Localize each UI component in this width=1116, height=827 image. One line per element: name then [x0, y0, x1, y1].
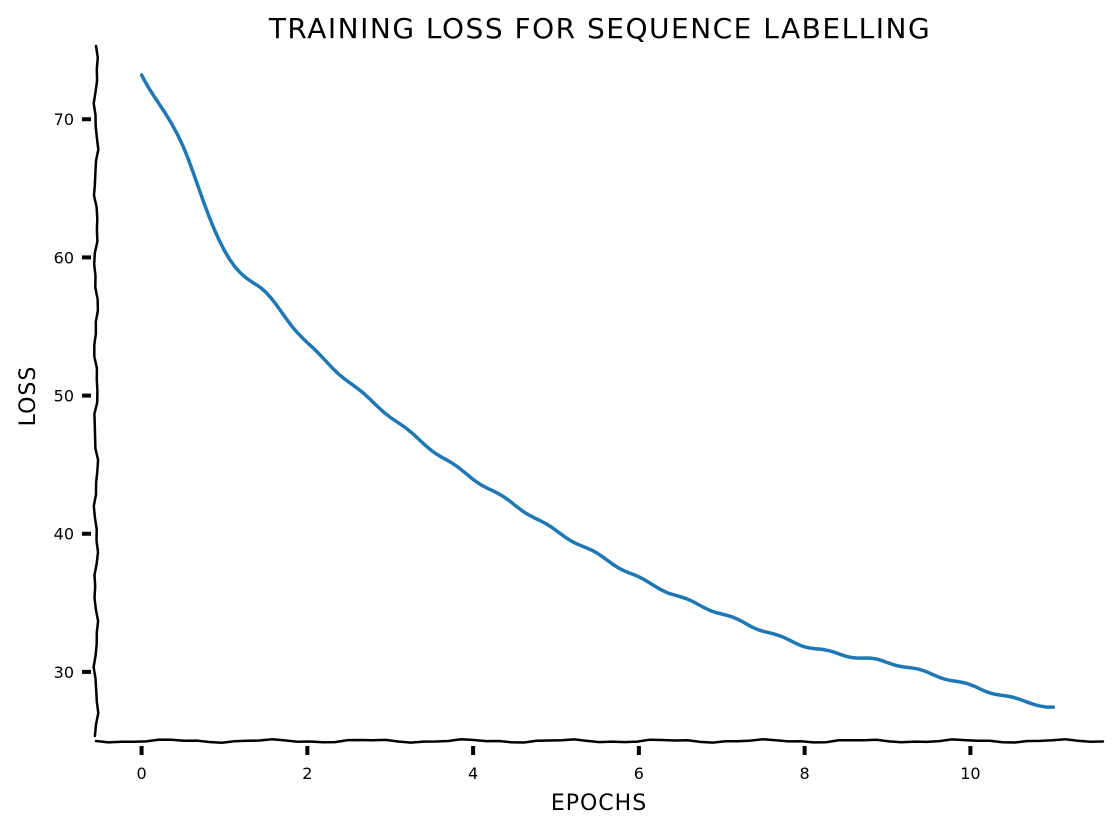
loss-series-line: [139, 73, 1056, 709]
x-tick-label: 10: [960, 764, 980, 783]
y-tick-label: 50: [54, 387, 74, 406]
x-axis-label: EPOCHS: [551, 791, 647, 816]
y-axis-line: [92, 44, 100, 738]
x-tick-label: 6: [634, 764, 644, 783]
x-tick-label: 4: [468, 764, 478, 783]
y-tick-label: 60: [54, 248, 74, 267]
y-axis-label: LOSS: [16, 366, 41, 427]
x-axis-line: [94, 737, 1105, 744]
chart-title: TRAINING LOSS FOR SEQUENCE LABELLING: [268, 12, 931, 45]
y-tick-label: 40: [54, 525, 74, 544]
x-tick-label: 2: [302, 764, 312, 783]
y-axis-ticks: 30 40 50 60 70: [54, 110, 91, 682]
y-tick-label: 70: [54, 110, 74, 129]
x-tick-label: 0: [136, 764, 146, 783]
y-tick-label: 30: [54, 663, 74, 682]
x-tick-label: 8: [800, 764, 810, 783]
x-axis-ticks: 0 2 4 6 8 10: [136, 746, 981, 783]
